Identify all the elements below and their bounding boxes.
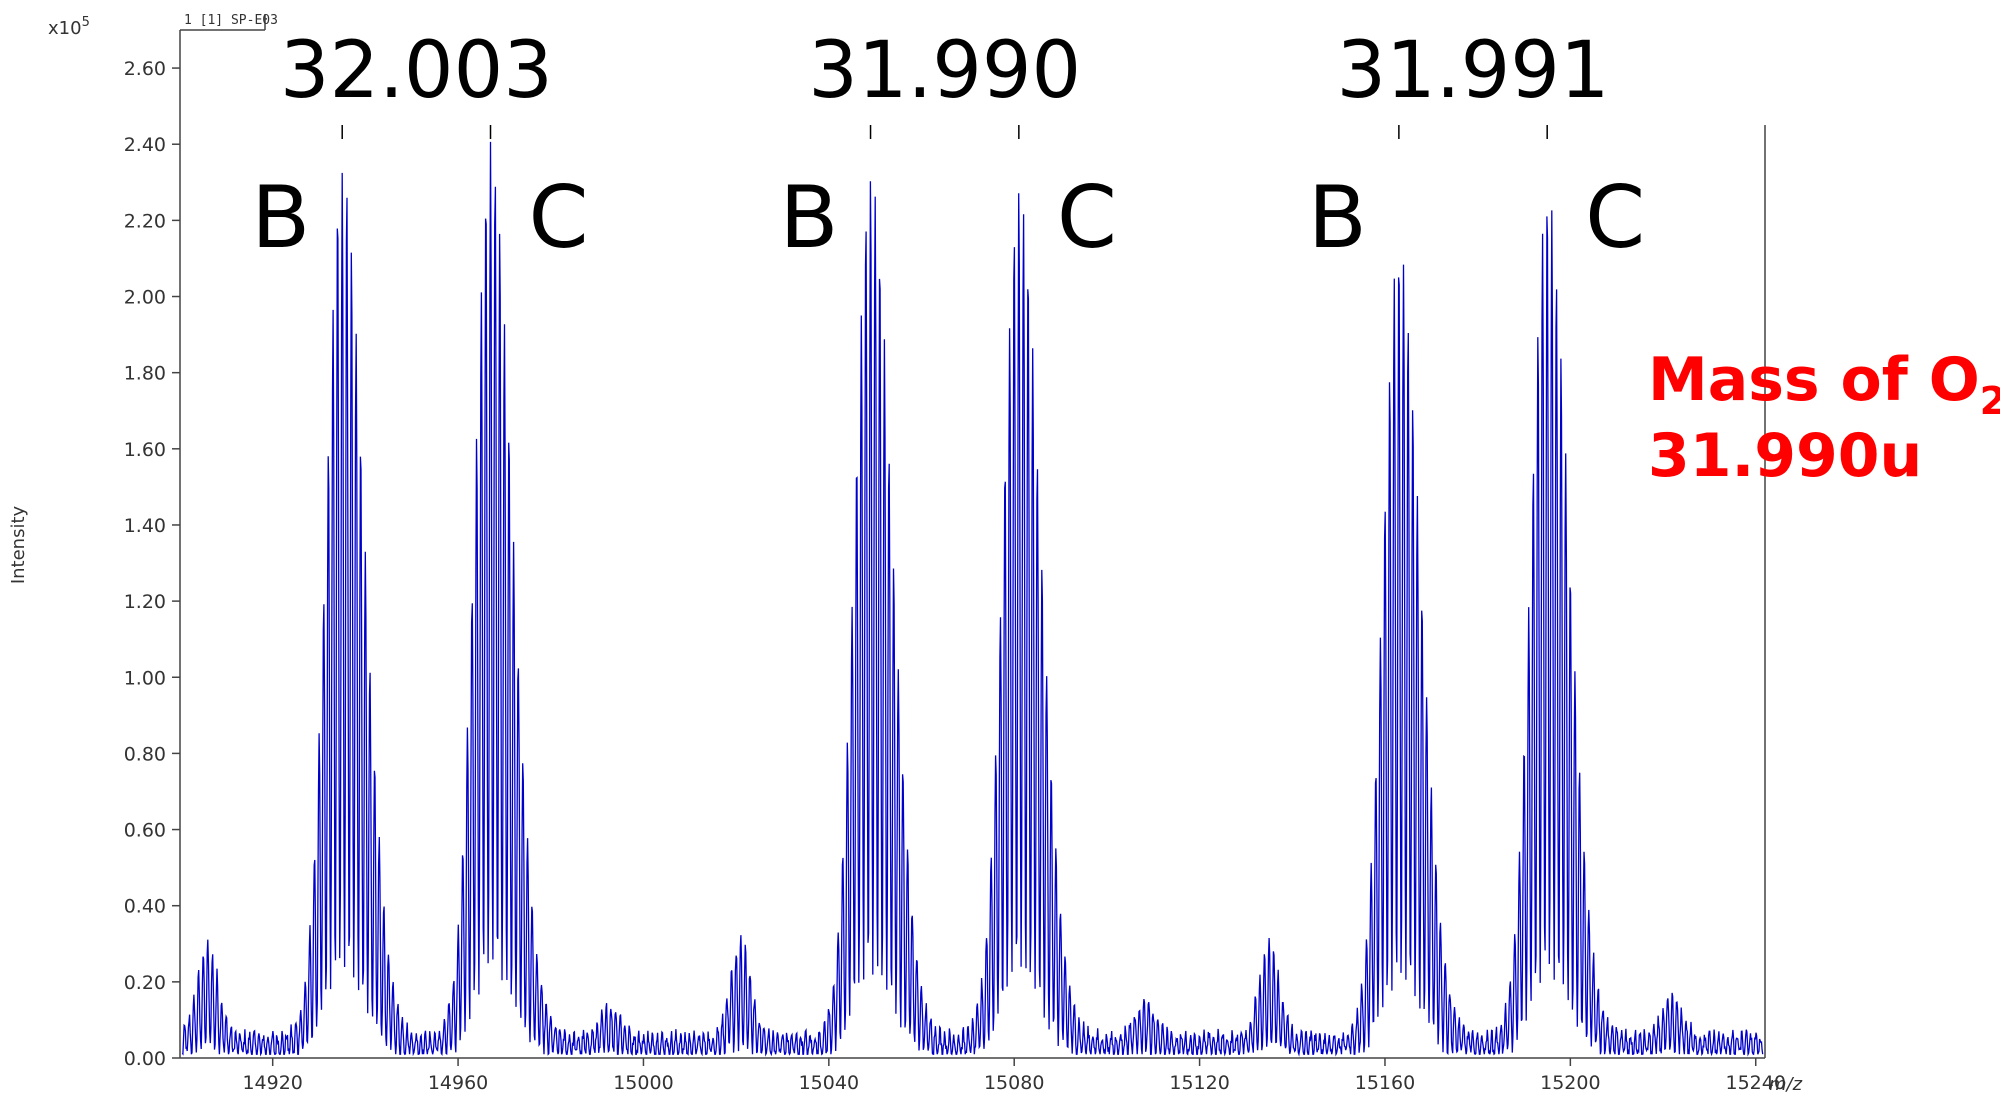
peak-label: C — [1585, 168, 1645, 268]
y-tick-label: 1.40 — [124, 515, 166, 537]
y-axis-label: Intensity — [8, 505, 29, 584]
mass-note: Mass of O2 31.990u — [1648, 345, 2000, 491]
axes — [179, 14, 1766, 1059]
y-multiplier-exp: 5 — [82, 15, 90, 30]
mass-difference-label: 32.003 — [280, 26, 553, 116]
peak-label: B — [780, 168, 839, 268]
mass-difference-label: 31.990 — [808, 26, 1081, 116]
y-tick-label: 0.40 — [124, 896, 166, 918]
y-tick-label: 1.00 — [124, 667, 166, 689]
y-multiplier-base: x10 — [48, 18, 82, 39]
peak-label: C — [529, 168, 589, 268]
y-tick-label: 0.00 — [124, 1048, 166, 1070]
peak-label: B — [251, 168, 310, 268]
y-tick-label: 2.40 — [124, 134, 166, 156]
y-multiplier: x105 — [48, 15, 90, 39]
y-ticks: 0.00 0.20 0.40 0.60 0.80 1.00 1.20 1.40 1.60 1.80… — [124, 58, 180, 1070]
peak-label: C — [1057, 168, 1117, 268]
y-tick-label: 1.80 — [124, 363, 166, 385]
y-tick-label: 1.20 — [124, 591, 166, 613]
x-tick-label: 14920 — [242, 1072, 302, 1094]
x-tick-label: 15000 — [613, 1072, 673, 1094]
x-ticks: 14920 14960 15000 15040 15080 15120 15160 15200… — [242, 1058, 1786, 1094]
y-tick-label: 0.20 — [124, 972, 166, 994]
mass-difference-label: 31.991 — [1337, 26, 1610, 116]
mass-note-text: Mass of O — [1648, 345, 1980, 415]
x-tick-label: 15160 — [1355, 1072, 1415, 1094]
mass-note-line2: 31.990u — [1648, 421, 1922, 491]
mass-note-subscript: 2 — [1980, 379, 2000, 423]
x-tick-label: 15040 — [799, 1072, 859, 1094]
y-tick-label: 2.00 — [124, 287, 166, 309]
spectrum-line — [181, 141, 1764, 1057]
x-tick-label: 15240 — [1726, 1072, 1786, 1094]
x-tick-label: 15080 — [984, 1072, 1044, 1094]
y-tick-label: 2.20 — [124, 210, 166, 232]
mass-note-line1: Mass of O2 — [1648, 345, 2000, 423]
x-axis-label: m/z — [1769, 1074, 1803, 1095]
peak-label: B — [1308, 168, 1367, 268]
window-label: 1 [1] SP-E03 — [184, 13, 278, 28]
x-tick-label: 14960 — [428, 1072, 488, 1094]
y-tick-label: 0.80 — [124, 743, 166, 765]
annotations: 32.003 31.990 31.991 — [280, 26, 1610, 139]
x-tick-label: 15120 — [1169, 1072, 1229, 1094]
y-tick-label: 0.60 — [124, 820, 166, 842]
x-tick-label: 15200 — [1540, 1072, 1600, 1094]
y-tick-label: 1.60 — [124, 439, 166, 461]
y-tick-label: 2.60 — [124, 58, 166, 80]
